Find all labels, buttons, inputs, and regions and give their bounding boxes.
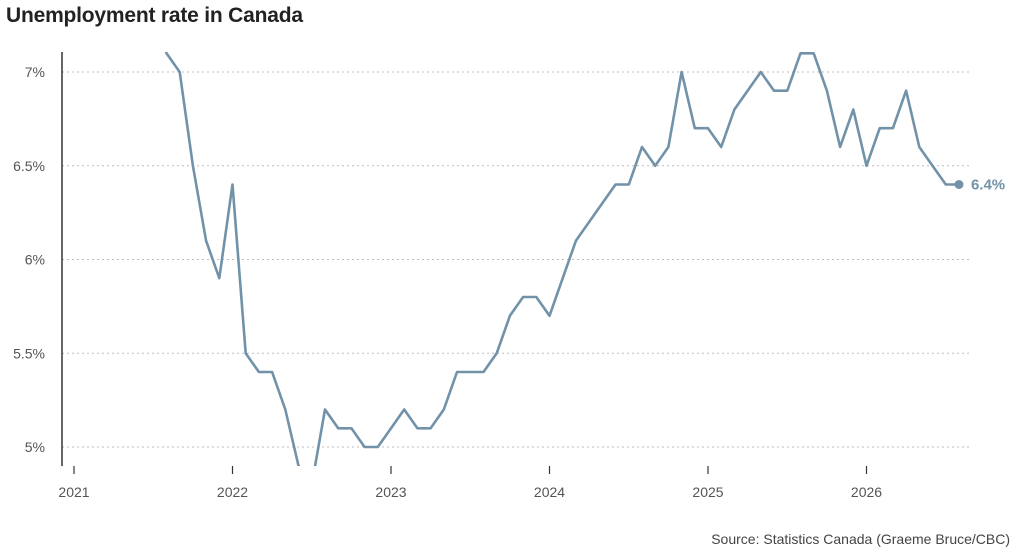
y-tick-label: 5.5%: [13, 345, 45, 361]
y-tick-label: 6%: [25, 252, 45, 268]
end-point-marker: [954, 180, 964, 189]
y-tick-label: 5%: [25, 439, 45, 455]
x-axis: 2021 2022 2023 2024 2025 2026: [58, 52, 882, 500]
x-tick-label: 2023: [375, 484, 406, 500]
source-note: Source: Statistics Canada (Graeme Bruce/…: [711, 531, 1010, 547]
line-chart: 5%5.5%6%6.5%7%7.5%8%8.5%9% 2021202220232…: [13, 52, 1005, 500]
end-value-label: 6.4%: [971, 177, 1005, 194]
y-tick-label: 6.5%: [13, 158, 45, 174]
y-axis-ticks: 5%5.5%6%6.5%7%7.5%8%8.5%9%: [13, 64, 45, 455]
x-tick-label: 2022: [217, 484, 248, 500]
unemployment-line: [164, 52, 961, 466]
data-series: 6.4%: [164, 52, 1005, 466]
x-tick-label: 2021: [58, 484, 89, 500]
gridlines: [62, 71, 972, 448]
chart-title: Unemployment rate in Canada: [6, 4, 303, 27]
x-tick-label: 2024: [534, 484, 565, 500]
x-tick-label: 2025: [692, 484, 723, 500]
y-tick-label: 7%: [25, 64, 45, 80]
x-tick-label: 2026: [851, 484, 882, 500]
